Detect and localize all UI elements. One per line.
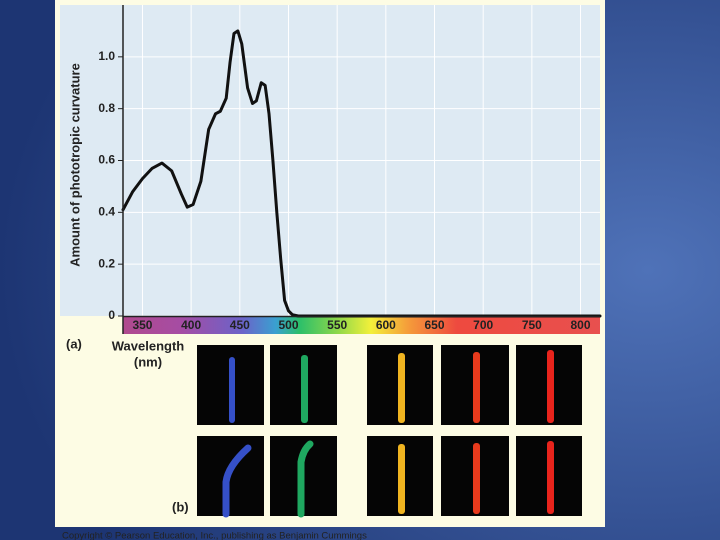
y-tick-label: 0.2 bbox=[98, 256, 115, 270]
seedling bbox=[473, 352, 480, 423]
seedling-photos bbox=[197, 345, 582, 518]
seedling bbox=[547, 350, 554, 423]
x-tick-label: 600 bbox=[376, 318, 396, 332]
x-tick-label: 550 bbox=[327, 318, 347, 332]
x-tick-label: 750 bbox=[522, 318, 542, 332]
seedling bbox=[473, 443, 480, 514]
y-tick-label: 0 bbox=[108, 308, 115, 322]
x-tick-label: 650 bbox=[424, 318, 444, 332]
x-tick-label: 500 bbox=[278, 318, 298, 332]
seedling bbox=[398, 444, 405, 514]
y-tick-label: 0.6 bbox=[98, 153, 115, 167]
seedling bbox=[222, 444, 252, 518]
panel-label: (b) bbox=[172, 499, 189, 514]
x-axis-unit: (nm) bbox=[134, 354, 162, 369]
x-tick-label: 450 bbox=[230, 318, 250, 332]
x-tick-label: 800 bbox=[571, 318, 591, 332]
x-tick-label: 700 bbox=[473, 318, 493, 332]
copyright: Copyright © Pearson Education, Inc., pub… bbox=[62, 531, 367, 540]
seedling bbox=[229, 357, 235, 423]
seedling bbox=[297, 440, 314, 518]
y-axis-title: Amount of phototropic curvature bbox=[67, 63, 82, 267]
data-line bbox=[121, 29, 602, 318]
seedling bbox=[398, 353, 405, 423]
seedling bbox=[547, 441, 554, 514]
y-tick-label: 0.4 bbox=[98, 205, 115, 219]
x-tick-label: 350 bbox=[132, 318, 152, 332]
seedling bbox=[301, 355, 308, 423]
y-tick-label: 0.8 bbox=[98, 101, 115, 115]
y-tick-label: 1.0 bbox=[98, 49, 115, 63]
x-tick-label: 400 bbox=[181, 318, 201, 332]
x-axis-title: Wavelength bbox=[112, 338, 185, 353]
panel-label: (a) bbox=[66, 336, 82, 351]
spectrum-band bbox=[123, 317, 600, 334]
